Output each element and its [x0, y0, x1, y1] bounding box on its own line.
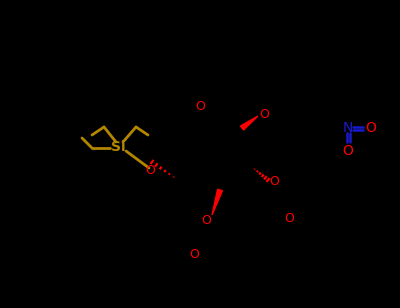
Text: O: O	[269, 175, 279, 188]
Text: O: O	[342, 144, 354, 158]
Text: O: O	[189, 248, 199, 261]
Text: Si: Si	[111, 140, 125, 154]
Text: O: O	[145, 164, 155, 176]
Text: O: O	[195, 99, 205, 112]
Polygon shape	[212, 189, 222, 215]
Text: O: O	[259, 107, 269, 120]
Text: O: O	[284, 212, 294, 225]
Polygon shape	[240, 116, 258, 130]
Text: O: O	[201, 213, 211, 226]
Text: N: N	[343, 121, 353, 135]
Text: O: O	[366, 121, 376, 135]
